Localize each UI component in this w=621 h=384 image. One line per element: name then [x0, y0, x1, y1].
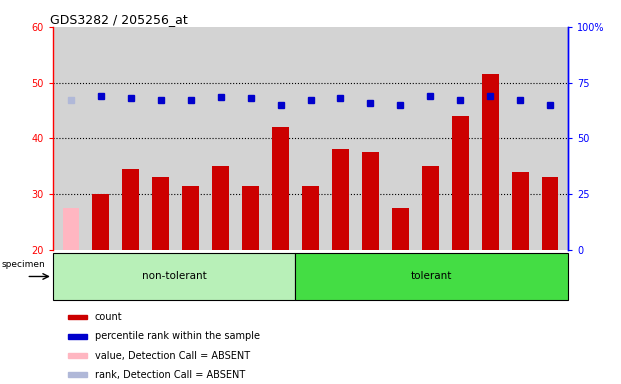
Bar [422, 166, 438, 250]
Bar [152, 177, 169, 250]
Bar [68, 315, 87, 319]
Bar [452, 116, 469, 250]
Text: value, Detection Call = ABSENT: value, Detection Call = ABSENT [94, 351, 250, 361]
Bar [362, 152, 379, 250]
Text: GDS3282 / 205256_at: GDS3282 / 205256_at [50, 13, 188, 26]
Bar [122, 169, 139, 250]
Text: count: count [94, 312, 122, 322]
Bar [482, 74, 499, 250]
Bar [53, 253, 296, 300]
Bar [392, 208, 409, 250]
Text: percentile rank within the sample: percentile rank within the sample [94, 331, 260, 341]
Bar [272, 127, 289, 250]
Text: rank, Detection Call = ABSENT: rank, Detection Call = ABSENT [94, 370, 245, 380]
Bar [332, 149, 349, 250]
Bar [296, 253, 568, 300]
Bar [512, 172, 528, 250]
Bar [63, 208, 79, 250]
Bar [93, 194, 109, 250]
Text: tolerant: tolerant [411, 271, 453, 281]
Bar [68, 353, 87, 358]
Text: non-tolerant: non-tolerant [142, 271, 206, 281]
Text: specimen: specimen [1, 260, 45, 270]
Bar [242, 185, 259, 250]
Bar [542, 177, 558, 250]
Bar [68, 372, 87, 377]
Bar [212, 166, 229, 250]
Bar [302, 185, 319, 250]
Bar [183, 185, 199, 250]
Bar [68, 334, 87, 339]
